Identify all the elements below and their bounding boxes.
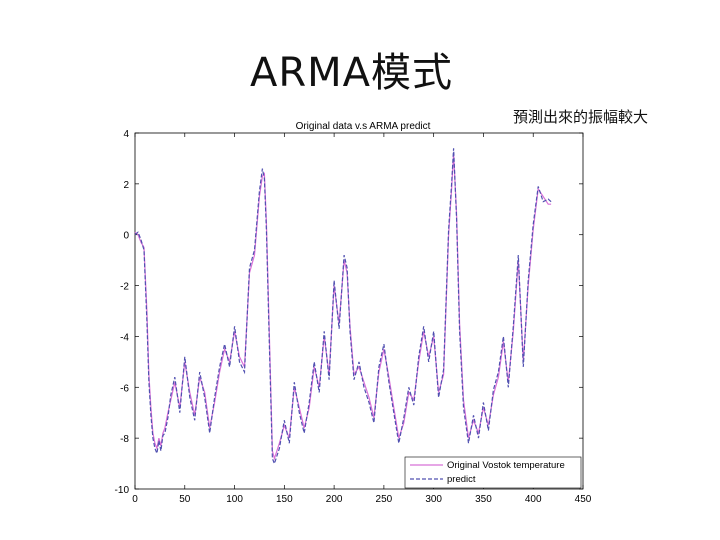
y-tick-label: -4 xyxy=(120,332,129,343)
x-tick-label: 350 xyxy=(475,494,492,505)
chart-title: Original data v.s ARMA predict xyxy=(296,121,431,132)
x-tick-label: 450 xyxy=(575,494,592,505)
x-tick-label: 300 xyxy=(425,494,442,505)
slide-title: ARMA模式 xyxy=(250,50,454,96)
plot-frame xyxy=(134,132,584,490)
y-tick-label: -6 xyxy=(120,383,129,394)
slide-annotation: 預測出來的振幅較大 xyxy=(513,108,649,126)
x-tick-label: 100 xyxy=(226,494,243,505)
y-tick-label: 0 xyxy=(123,231,129,242)
series-line-original xyxy=(134,153,552,461)
x-tick-label: 200 xyxy=(326,494,343,505)
y-tick-label: 4 xyxy=(123,129,129,140)
legend-box xyxy=(404,456,582,489)
series-line-predict xyxy=(134,148,552,466)
y-tick-label: -8 xyxy=(120,434,129,445)
legend: Original Vostok temperature predict xyxy=(404,456,582,489)
legend-label-predict: predict xyxy=(447,474,476,485)
y-tick-label: -2 xyxy=(120,282,129,293)
x-tick-label: 50 xyxy=(179,494,191,505)
x-tick-label: 400 xyxy=(525,494,542,505)
x-tick-label: 150 xyxy=(276,494,293,505)
y-tick-label: 2 xyxy=(123,180,129,191)
y-tick-label: -10 xyxy=(115,485,130,496)
x-tick-label: 250 xyxy=(376,494,393,505)
x-tick-label: 0 xyxy=(132,494,138,505)
legend-label-original: Original Vostok temperature xyxy=(447,460,565,471)
